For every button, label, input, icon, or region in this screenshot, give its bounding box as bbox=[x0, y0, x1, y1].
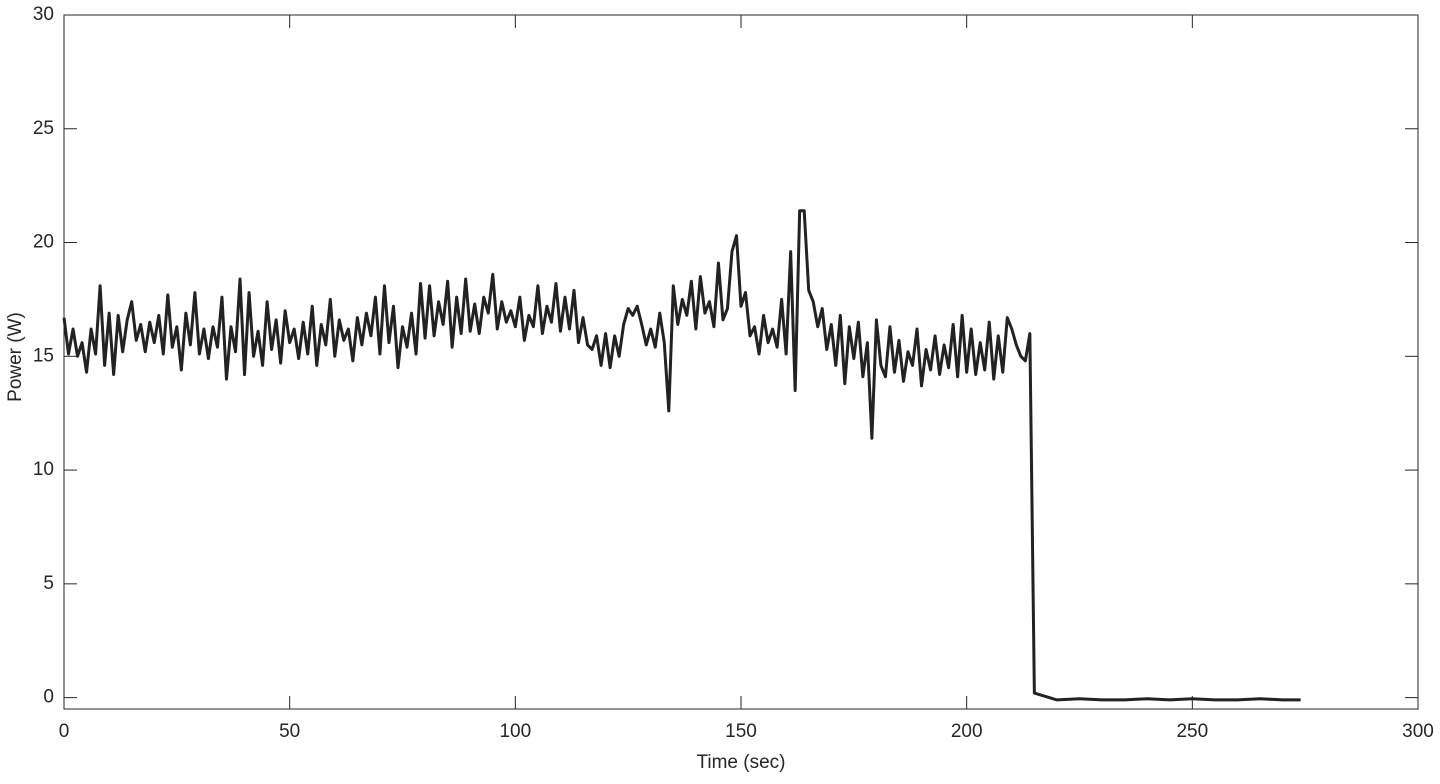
x-axis-label: Time (sec) bbox=[696, 752, 785, 773]
y-tick-label: 25 bbox=[33, 118, 54, 139]
x-tick-label: 50 bbox=[279, 721, 300, 742]
x-tick-label: 0 bbox=[59, 721, 70, 742]
y-tick-label: 20 bbox=[33, 232, 54, 253]
x-tick-label: 150 bbox=[725, 721, 757, 742]
y-tick-label: 15 bbox=[33, 345, 54, 366]
y-tick-label: 5 bbox=[43, 573, 54, 594]
y-axis-label: Power (W) bbox=[5, 312, 26, 402]
y-tick-label: 30 bbox=[33, 4, 54, 25]
y-tick-label: 10 bbox=[33, 459, 54, 480]
x-tick-label: 300 bbox=[1402, 721, 1434, 742]
x-tick-label: 250 bbox=[1176, 721, 1208, 742]
y-tick-label: 0 bbox=[43, 687, 54, 708]
x-tick-label: 100 bbox=[499, 721, 531, 742]
data-line bbox=[62, 209, 1301, 702]
plot-frame bbox=[63, 14, 1419, 710]
x-tick-label: 200 bbox=[951, 721, 983, 742]
